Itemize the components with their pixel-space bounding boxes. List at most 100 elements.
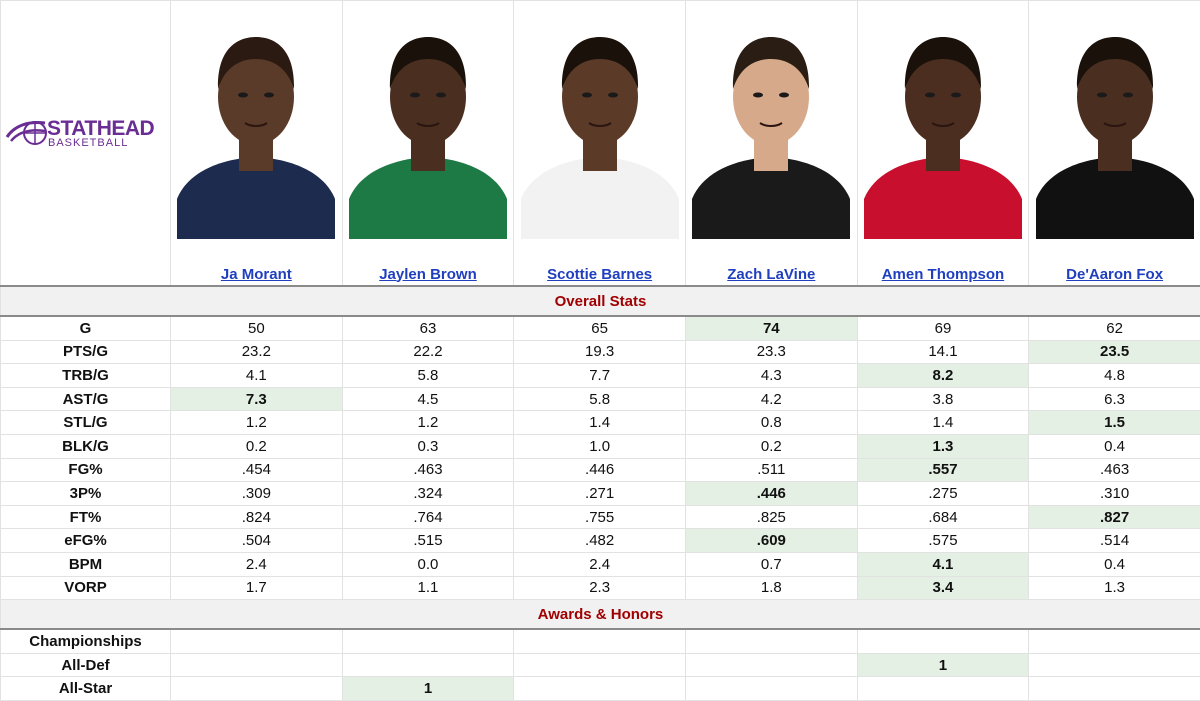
stat-value <box>1029 629 1200 653</box>
stathead-logo[interactable]: STATHEAD BASKETBALL <box>5 117 167 151</box>
basketball-swoosh-icon <box>5 117 49 149</box>
stat-value: 50 <box>171 316 343 340</box>
stat-value-leader: 23.5 <box>1029 340 1200 364</box>
stat-value: .463 <box>342 458 514 482</box>
stat-row: eFG%.504.515.482.609.575.514 <box>1 529 1200 553</box>
stat-value: 7.7 <box>514 364 686 388</box>
player-name-cell: Ja Morant <box>171 263 343 286</box>
stat-value <box>857 677 1029 701</box>
stat-value <box>171 653 343 677</box>
stat-value: 6.3 <box>1029 387 1200 411</box>
stat-label: All-Star <box>1 677 171 701</box>
stat-value <box>857 629 1029 653</box>
stat-value <box>685 653 857 677</box>
player-name-link[interactable]: Ja Morant <box>221 266 292 283</box>
section-title: Overall Stats <box>1 286 1200 316</box>
stat-value: 23.2 <box>171 340 343 364</box>
stat-value: .825 <box>685 505 857 529</box>
stat-value <box>685 629 857 653</box>
stat-value <box>342 629 514 653</box>
stat-value-leader: 74 <box>685 316 857 340</box>
stat-value-leader: 1.5 <box>1029 411 1200 435</box>
player-name-cell: Amen Thompson <box>857 263 1029 286</box>
stat-label: All-Def <box>1 653 171 677</box>
stat-value: .755 <box>514 505 686 529</box>
section-header-row: Awards & Honors <box>1 600 1200 630</box>
stat-value: 0.0 <box>342 552 514 576</box>
stat-label: PTS/G <box>1 340 171 364</box>
stat-value: .824 <box>171 505 343 529</box>
stat-value: 0.4 <box>1029 552 1200 576</box>
player-photo-cell <box>171 1 343 264</box>
player-headshot-image <box>349 9 507 239</box>
photo-row: STATHEAD BASKETBALL <box>1 1 1200 264</box>
stat-value-leader: .557 <box>857 458 1029 482</box>
stat-label: BLK/G <box>1 434 171 458</box>
stat-value: 1.0 <box>514 434 686 458</box>
player-name-link[interactable]: De'Aaron Fox <box>1066 266 1163 283</box>
stat-label: FG% <box>1 458 171 482</box>
stat-value: 23.3 <box>685 340 857 364</box>
stat-value: 0.3 <box>342 434 514 458</box>
stat-value-leader: 1 <box>342 677 514 701</box>
stat-value: 0.2 <box>685 434 857 458</box>
player-name-link[interactable]: Zach LaVine <box>727 266 815 283</box>
stat-value: 1.7 <box>171 576 343 600</box>
stat-value: 14.1 <box>857 340 1029 364</box>
stat-value <box>514 629 686 653</box>
stat-value: 1.4 <box>514 411 686 435</box>
player-headshot <box>349 9 507 239</box>
player-headshot <box>177 9 335 239</box>
stat-label: Championships <box>1 629 171 653</box>
stat-label: BPM <box>1 552 171 576</box>
stat-value <box>514 677 686 701</box>
player-photo-cell <box>514 1 686 264</box>
stat-value: 4.5 <box>342 387 514 411</box>
player-name-link[interactable]: Scottie Barnes <box>547 266 652 283</box>
player-headshot <box>692 9 850 239</box>
stat-value: 19.3 <box>514 340 686 364</box>
stat-value: 0.4 <box>1029 434 1200 458</box>
stat-value-leader: 1 <box>857 653 1029 677</box>
stat-value: .511 <box>685 458 857 482</box>
stat-value: 5.8 <box>342 364 514 388</box>
player-name-link[interactable]: Jaylen Brown <box>379 266 477 283</box>
stat-value-leader: 4.1 <box>857 552 1029 576</box>
stat-value: .515 <box>342 529 514 553</box>
stat-value: 22.2 <box>342 340 514 364</box>
stat-label: 3P% <box>1 482 171 506</box>
stat-value: 5.8 <box>514 387 686 411</box>
stat-value-leader: 8.2 <box>857 364 1029 388</box>
player-name-cell: Zach LaVine <box>685 263 857 286</box>
player-name-cell: De'Aaron Fox <box>1029 263 1200 286</box>
stat-value: .271 <box>514 482 686 506</box>
stat-value: 65 <box>514 316 686 340</box>
stat-value-leader: 7.3 <box>171 387 343 411</box>
player-headshot-image <box>864 9 1022 239</box>
player-name-link[interactable]: Amen Thompson <box>882 266 1005 283</box>
stat-value: 4.3 <box>685 364 857 388</box>
section-header-row: Overall Stats <box>1 286 1200 316</box>
stat-value: .504 <box>171 529 343 553</box>
player-photo-cell <box>1029 1 1200 264</box>
player-name-cell: Scottie Barnes <box>514 263 686 286</box>
stat-value: 2.3 <box>514 576 686 600</box>
stat-label: G <box>1 316 171 340</box>
stat-value-leader: .609 <box>685 529 857 553</box>
stat-value: 62 <box>1029 316 1200 340</box>
stat-value: .575 <box>857 529 1029 553</box>
stat-value <box>514 653 686 677</box>
player-photo-cell <box>342 1 514 264</box>
stat-value: 3.8 <box>857 387 1029 411</box>
logo-cell: STATHEAD BASKETBALL <box>1 1 171 264</box>
stat-value: .275 <box>857 482 1029 506</box>
stat-value: .324 <box>342 482 514 506</box>
stat-row: Championships <box>1 629 1200 653</box>
stat-value-leader: .446 <box>685 482 857 506</box>
